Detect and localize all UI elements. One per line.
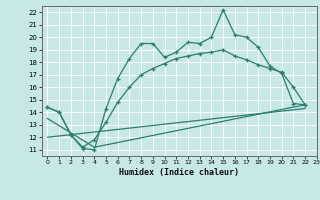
X-axis label: Humidex (Indice chaleur): Humidex (Indice chaleur) (119, 168, 239, 177)
